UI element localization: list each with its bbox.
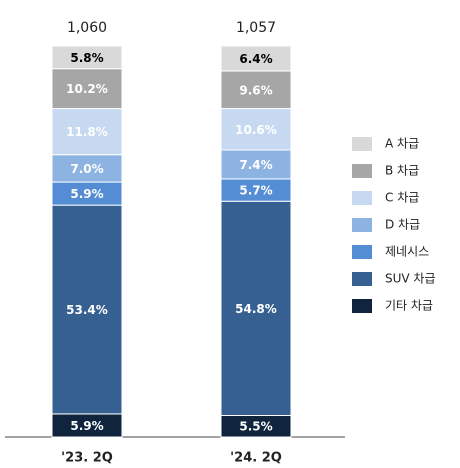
legend-swatch (352, 137, 372, 151)
value-label: 53.4% (66, 303, 108, 317)
bar-segment (51, 68, 123, 110)
legend-swatch (352, 272, 372, 286)
legend-swatch (352, 191, 372, 205)
value-label: 5.8% (70, 51, 103, 65)
value-label: 10.6% (235, 123, 277, 137)
bar-segment (51, 45, 123, 70)
bar-segment (51, 154, 123, 183)
legend-label: D 차급 (385, 218, 420, 232)
legend-label: SUV 차급 (385, 272, 436, 286)
value-label: 5.9% (70, 419, 103, 433)
value-label: 5.7% (239, 184, 272, 198)
bar-segment (220, 45, 292, 72)
value-label: 5.5% (239, 420, 272, 434)
legend-swatch (352, 164, 372, 178)
bar-segment (220, 200, 292, 416)
value-label: 10.2% (66, 82, 108, 96)
value-label: 7.0% (70, 162, 103, 176)
legend-label: B 차급 (385, 164, 419, 178)
bar-segment (51, 108, 123, 156)
total-label: 1,057 (236, 20, 276, 36)
bar-segment (220, 70, 292, 110)
x-tick-label: '24. 2Q (230, 451, 282, 466)
legend-swatch (352, 299, 372, 313)
bar-segment (51, 204, 123, 415)
value-label: 6.4% (239, 52, 272, 66)
value-label: 54.8% (235, 302, 277, 316)
value-label: 11.8% (66, 125, 108, 139)
value-label: 7.4% (239, 158, 272, 172)
legend-swatch (352, 245, 372, 259)
value-label: 9.6% (239, 83, 272, 97)
legend-swatch (352, 218, 372, 232)
bar-segment (220, 149, 292, 180)
legend-label: 기타 차급 (385, 299, 433, 313)
legend-label: 제네시스 (385, 245, 429, 259)
x-tick-label: '23. 2Q (61, 451, 113, 466)
total-label: 1,060 (67, 20, 107, 36)
legend-label: C 차급 (385, 191, 419, 205)
value-label: 5.9% (70, 187, 103, 201)
legend-label: A 차급 (385, 137, 419, 151)
